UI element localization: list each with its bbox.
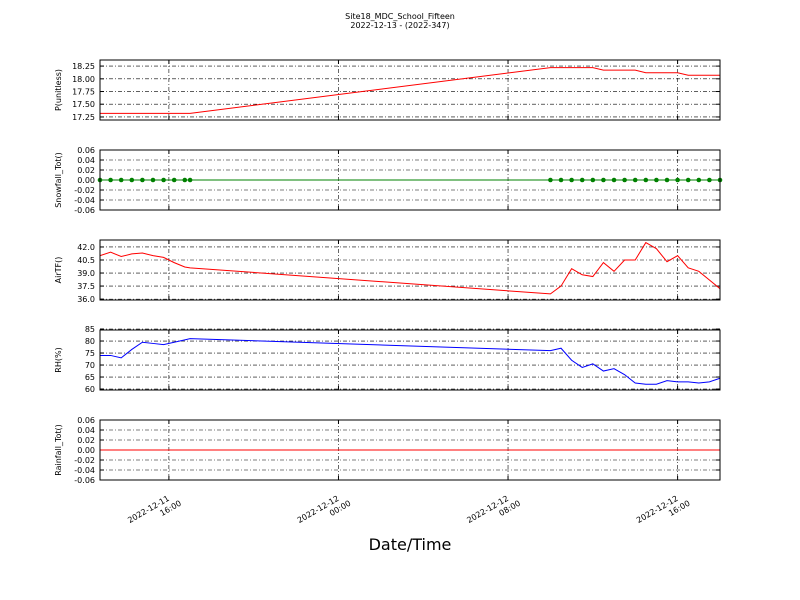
y-tick-label: 60: [85, 385, 95, 394]
y-tick-label: 0.06: [77, 416, 95, 425]
y-axis-label: P(unitless): [54, 69, 63, 111]
data-point: [622, 177, 627, 183]
data-point: [129, 177, 135, 183]
y-tick-label: 65: [85, 373, 95, 382]
axes-frame: [99, 59, 721, 121]
y-tick-label: 17.75: [72, 88, 95, 97]
y-axis-label: AirTF(): [54, 257, 63, 284]
y-tick-label: -0.02: [74, 456, 95, 465]
y-tick-label: -0.06: [74, 206, 95, 215]
chart-subtitle: 2022-12-13 - (2022-347): [350, 21, 449, 30]
data-point: [150, 177, 156, 183]
data-point: [632, 177, 638, 183]
y-tick-label: -0.04: [74, 466, 95, 475]
data-point: [590, 177, 596, 183]
y-axis-label: Rainfall_Tot(): [54, 424, 63, 476]
y-tick-label: 0.04: [77, 156, 95, 165]
y-tick-label: 37.5: [77, 282, 95, 291]
data-point: [140, 177, 145, 183]
axes-frame: [99, 329, 721, 391]
data-point: [707, 177, 712, 183]
data-point: [654, 177, 659, 183]
axes-frame: [99, 239, 721, 301]
data-point: [171, 177, 177, 183]
y-tick-label: 42.0: [77, 243, 95, 252]
x-tick-label: 2022-12-1116:00: [126, 490, 183, 534]
y-tick-label: -0.06: [74, 476, 95, 485]
axes-frame: [99, 419, 721, 481]
x-axis-label: Date/Time: [369, 535, 452, 554]
y-tick-label: 85: [85, 325, 95, 334]
data-point: [108, 177, 113, 183]
y-tick-label: 0.06: [77, 146, 95, 155]
y-tick-label: 0.00: [77, 446, 95, 455]
y-tick-label: 80: [85, 337, 95, 346]
y-tick-label: 39.0: [77, 269, 95, 278]
data-line: [100, 67, 720, 114]
data-point: [579, 177, 585, 183]
x-tick-label: 2022-12-1216:00: [635, 490, 692, 534]
y-axis-label: RH(%): [54, 347, 63, 372]
y-tick-label: 36.0: [77, 295, 95, 304]
y-tick-label: 75: [85, 349, 95, 358]
data-point: [664, 177, 670, 183]
data-point: [558, 177, 564, 183]
y-tick-label: 17.50: [72, 100, 95, 109]
y-tick-label: 18.25: [72, 62, 95, 71]
data-point: [161, 177, 166, 183]
x-tick-label: 2022-12-1208:00: [465, 490, 522, 534]
data-point: [118, 177, 124, 183]
y-tick-label: 40.5: [77, 256, 95, 265]
y-axis-label: Snowfall_Tot(): [54, 152, 63, 208]
data-point: [569, 177, 574, 183]
y-tick-label: 70: [85, 361, 95, 370]
data-point: [643, 177, 649, 183]
data-point: [611, 177, 617, 183]
x-tick-label: 2022-12-1200:00: [296, 490, 353, 534]
axes-frame: [99, 149, 721, 211]
data-point: [548, 177, 553, 183]
data-point: [187, 177, 193, 183]
y-tick-label: -0.02: [74, 186, 95, 195]
y-tick-label: 0.00: [77, 176, 95, 185]
y-tick-label: 0.04: [77, 426, 95, 435]
data-point: [675, 177, 680, 183]
y-tick-label: 0.02: [77, 436, 95, 445]
data-point: [601, 177, 606, 183]
data-line: [100, 338, 721, 385]
data-point: [182, 177, 188, 183]
chart-title: Site18_MDC_School_Fifteen: [345, 12, 455, 21]
data-point: [696, 177, 702, 183]
data-line: [99, 241, 721, 295]
y-tick-label: 0.02: [77, 166, 95, 175]
y-tick-label: 17.25: [72, 113, 95, 122]
data-point: [685, 177, 691, 183]
y-tick-label: 18.00: [72, 75, 95, 84]
y-tick-label: -0.04: [74, 196, 95, 205]
